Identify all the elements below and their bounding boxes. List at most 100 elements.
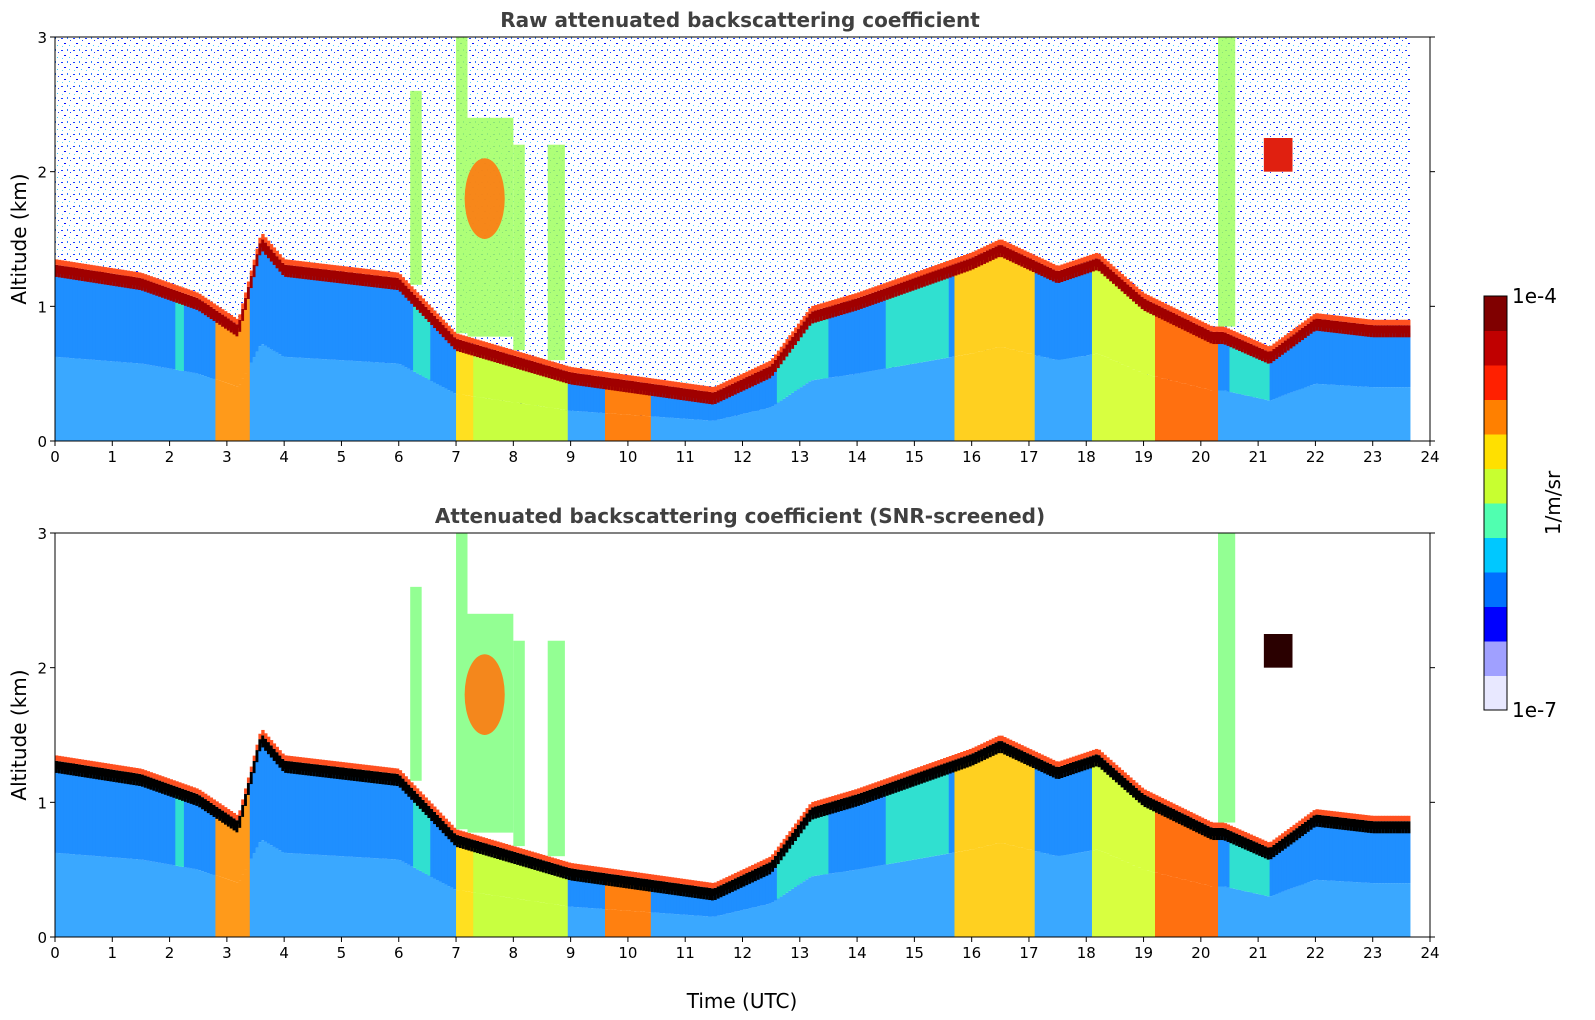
cloud-layer-cell [172,289,176,302]
cloud-layer-cell [785,344,789,357]
cloud-edge-cell [1129,777,1133,783]
cloud-edge-cell [284,259,288,265]
heatmap-cell [799,333,804,388]
heatmap-cell [1083,355,1087,441]
cloud-edge-cell [1283,831,1288,837]
cloud-edge-cell [80,263,85,269]
cloud-layer-cell [1134,291,1139,305]
heatmap-cell [928,280,933,361]
heatmap-cell [384,284,388,363]
cloud-layer-cell [478,841,483,854]
cloud-edge-cell [1278,835,1282,841]
heatmap-cell [352,280,357,361]
cloud-layer-cell [140,278,145,291]
cloud-layer-cell [438,321,443,335]
heatmap-cell [1109,855,1113,937]
heatmap-cell [627,414,632,441]
heatmap-cell [1312,880,1316,937]
cloud-edge-cell [948,260,953,266]
heatmap-cell [241,378,245,441]
cloud-layer-cell [1369,325,1374,338]
heatmap-cell [1040,271,1044,357]
cloud-layer-cell [1114,274,1119,287]
cloud-layer-cell [1381,821,1385,834]
heatmap-cell [862,799,867,869]
cloud-layer-cell [1229,335,1233,348]
cloud-layer-cell [338,767,342,780]
cloud-layer-cell [1034,757,1039,770]
cloud-edge-cell [1381,319,1385,326]
heatmap-cell [427,317,431,380]
heatmap-cell [748,879,752,909]
cloud-edge-cell [1226,328,1230,334]
cloud-edge-cell [464,832,468,838]
cloud-layer-cell [1292,334,1296,347]
heatmap-cell [1126,366,1130,441]
cloud-layer-cell [562,866,566,879]
heatmap-cell [461,394,466,441]
cloud-edge-cell [733,873,738,879]
heatmap-cell [307,854,311,937]
heatmap-cell [1046,853,1050,937]
heatmap-cell [189,372,193,441]
x-tick-label: 9 [566,944,576,962]
heatmap-cell [155,862,159,937]
cloud-edge-cell [152,773,156,779]
cloud-edge-cell [1026,251,1030,258]
cloud-layer-cell [192,792,196,805]
cloud-layer-cell [221,314,225,327]
cloud-layer-cell [1160,307,1165,320]
cloud-layer-cell [307,267,311,280]
colorbar-band [1484,675,1507,711]
cloud-edge-cell [410,782,414,788]
cloud-layer-cell [1189,321,1193,334]
cloud-layer-cell [722,883,726,896]
heatmap-cell [324,359,328,441]
heatmap-cell [272,846,277,937]
cloud-layer-cell [633,877,638,890]
heatmap-cell [192,372,196,441]
cloud-edge-cell [264,733,268,739]
heatmap-cell [218,320,222,381]
heatmap-cell [1387,387,1391,441]
heatmap-cell [1404,883,1408,937]
heatmap-cell [1212,390,1216,441]
cloud-edge-cell [481,837,486,843]
cloud-layer-cell [1000,741,1004,754]
cloud-edge-cell [839,297,844,303]
cloud-edge-cell [404,280,408,286]
heatmap-cell [751,878,755,908]
cloud-edge-cell [891,280,895,286]
cloud-edge-cell [516,847,520,853]
heatmap-cell [169,792,173,865]
cloud-layer-cell [1358,819,1362,832]
cloud-layer-cell [610,378,615,391]
heatmap-cell [533,865,537,902]
heatmap-cell [1381,829,1385,884]
heatmap-cell [1023,352,1027,441]
cloud-edge-cell [1054,265,1059,271]
heatmap-cell [390,781,394,860]
cloud-layer-cell [745,377,749,390]
cloud-layer-cell [954,263,958,276]
cloud-edge-cell [665,380,669,386]
cloud-layer-cell [831,801,835,814]
cloud-layer-cell [811,311,815,324]
cloud-edge-cell [129,767,133,773]
heatmap-cell [619,414,623,441]
heatmap-cell [507,401,511,441]
heatmap-cell [1401,829,1405,884]
plume-column [1218,37,1236,327]
heatmap-cell [1295,340,1299,391]
cloud-edge-cell [1100,256,1104,262]
heatmap-cell [163,790,168,864]
cloud-edge-cell [1378,319,1382,326]
colorbar-frame [1483,295,1508,711]
x-tick-label: 14 [848,448,867,466]
cloud-edge-cell [232,812,236,819]
cloud-layer-cell [418,300,423,313]
cloud-layer-cell [653,384,658,397]
heatmap-cell [963,268,967,355]
cloud-layer-cell [547,862,552,875]
cloud-edge-cell [799,815,804,822]
